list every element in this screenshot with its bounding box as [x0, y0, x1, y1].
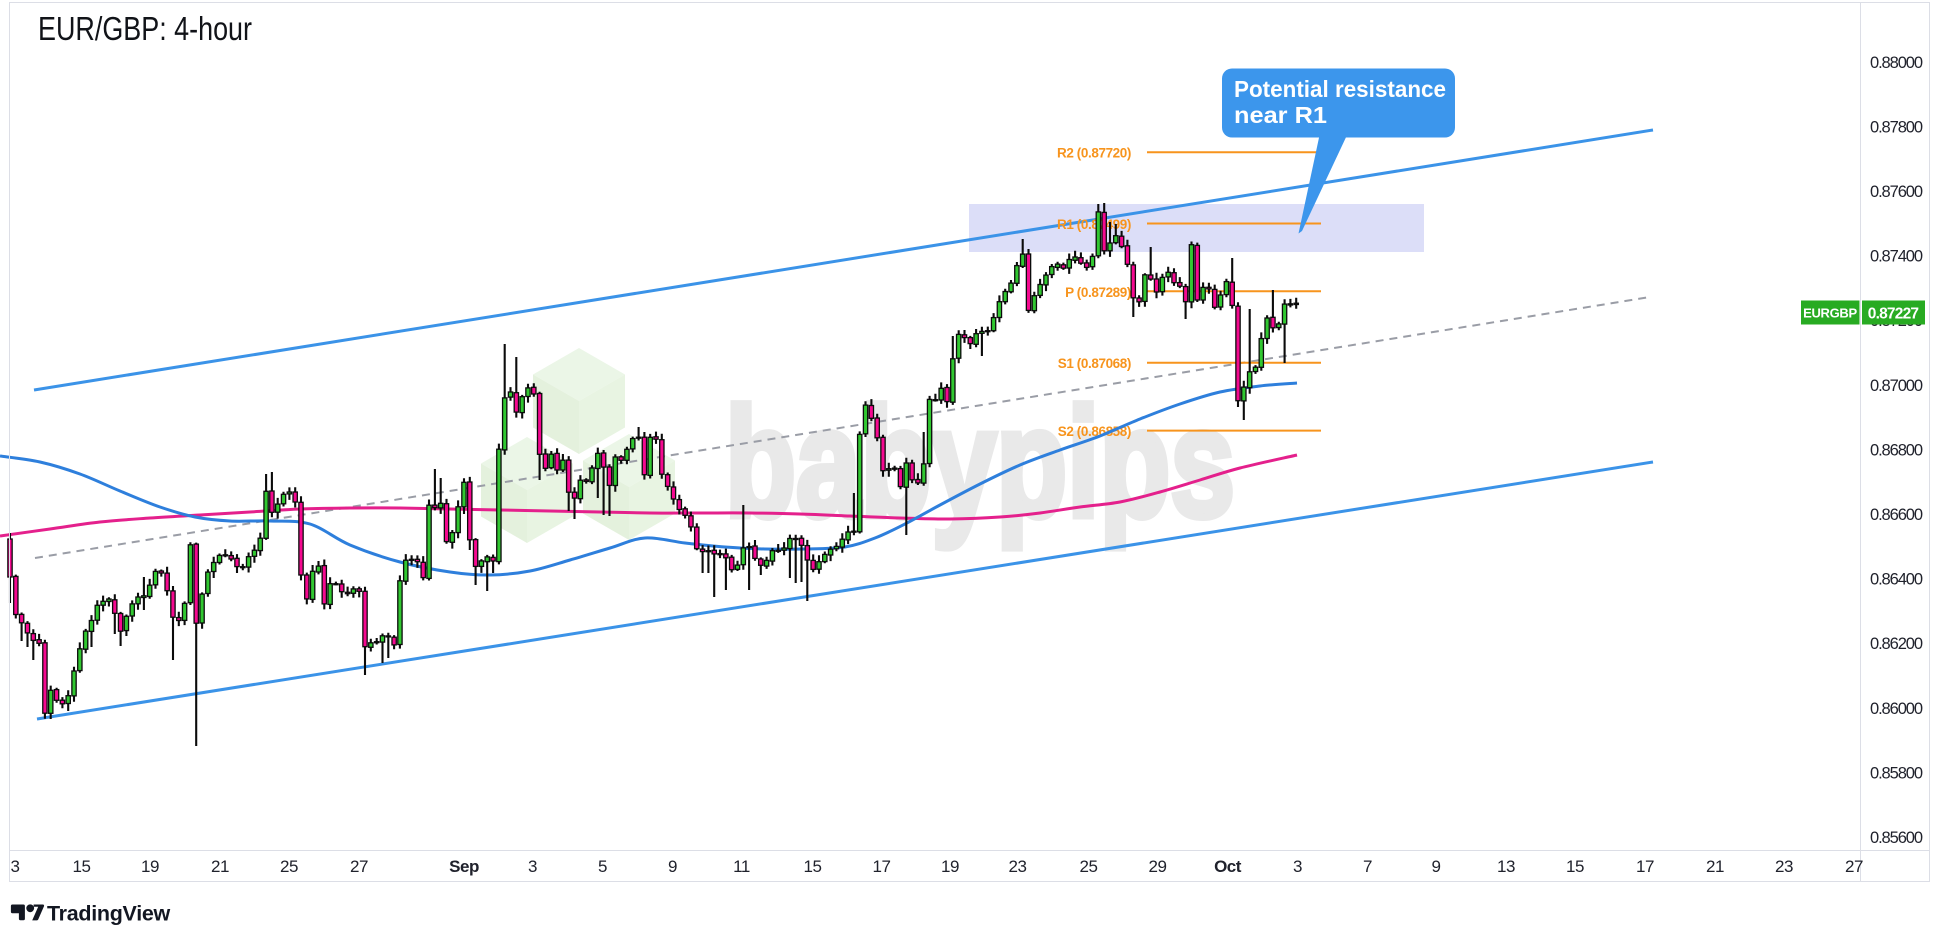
- svg-text:TradingView: TradingView: [47, 902, 171, 926]
- svg-text:7: 7: [1363, 857, 1372, 876]
- svg-text:15: 15: [73, 857, 91, 876]
- svg-text:R1 (0.87499): R1 (0.87499): [1057, 217, 1131, 232]
- svg-text:0.86400: 0.86400: [1870, 571, 1923, 589]
- svg-text:Potential resistance: Potential resistance: [1234, 76, 1446, 102]
- svg-text:11: 11: [733, 857, 750, 876]
- svg-text:17: 17: [873, 857, 891, 876]
- svg-text:5: 5: [598, 857, 607, 876]
- svg-text:27: 27: [350, 857, 368, 876]
- svg-text:23: 23: [1775, 857, 1793, 876]
- svg-text:Sep: Sep: [449, 857, 479, 876]
- svg-text:21: 21: [1706, 857, 1724, 876]
- svg-text:0.86200: 0.86200: [1870, 635, 1923, 653]
- svg-text:23: 23: [1009, 857, 1027, 876]
- svg-text:R2 (0.87720): R2 (0.87720): [1057, 146, 1131, 161]
- svg-text:0.86600: 0.86600: [1870, 506, 1923, 524]
- svg-text:0.88000: 0.88000: [1870, 54, 1923, 72]
- svg-text:0.86800: 0.86800: [1870, 441, 1923, 459]
- svg-text:27: 27: [1845, 857, 1863, 876]
- svg-text:9: 9: [1432, 857, 1441, 876]
- svg-text:15: 15: [804, 857, 822, 876]
- svg-text:EUR/GBP: 4-hour: EUR/GBP: 4-hour: [38, 10, 252, 47]
- svg-text:P (0.87289): P (0.87289): [1065, 285, 1131, 300]
- svg-text:3: 3: [11, 857, 20, 876]
- svg-text:3: 3: [528, 857, 537, 876]
- svg-text:3: 3: [1293, 857, 1302, 876]
- svg-text:S1 (0.87068): S1 (0.87068): [1058, 356, 1131, 371]
- svg-text:0.85800: 0.85800: [1870, 764, 1923, 782]
- svg-text:13: 13: [1497, 857, 1515, 876]
- svg-text:Oct: Oct: [1214, 857, 1242, 876]
- svg-text:17: 17: [1636, 857, 1654, 876]
- svg-text:0.86000: 0.86000: [1870, 700, 1923, 718]
- svg-text:0.87600: 0.87600: [1870, 183, 1923, 201]
- svg-text:9: 9: [668, 857, 677, 876]
- svg-text:S2 (0.86858): S2 (0.86858): [1058, 424, 1131, 439]
- svg-text:EURGBP: EURGBP: [1803, 306, 1857, 321]
- svg-text:25: 25: [1080, 857, 1098, 876]
- svg-text:babypips: babypips: [725, 376, 1235, 549]
- svg-text:29: 29: [1149, 857, 1167, 876]
- svg-text:0.85600: 0.85600: [1870, 829, 1923, 847]
- svg-text:0.87800: 0.87800: [1870, 118, 1923, 136]
- svg-text:15: 15: [1566, 857, 1584, 876]
- svg-text:0.87000: 0.87000: [1870, 377, 1923, 395]
- svg-text:0.87400: 0.87400: [1870, 248, 1923, 266]
- svg-text:0.87227: 0.87227: [1868, 306, 1919, 323]
- svg-text:21: 21: [211, 857, 229, 876]
- svg-text:19: 19: [141, 857, 159, 876]
- svg-text:near R1: near R1: [1234, 102, 1327, 128]
- svg-text:25: 25: [280, 857, 298, 876]
- svg-text:19: 19: [941, 857, 959, 876]
